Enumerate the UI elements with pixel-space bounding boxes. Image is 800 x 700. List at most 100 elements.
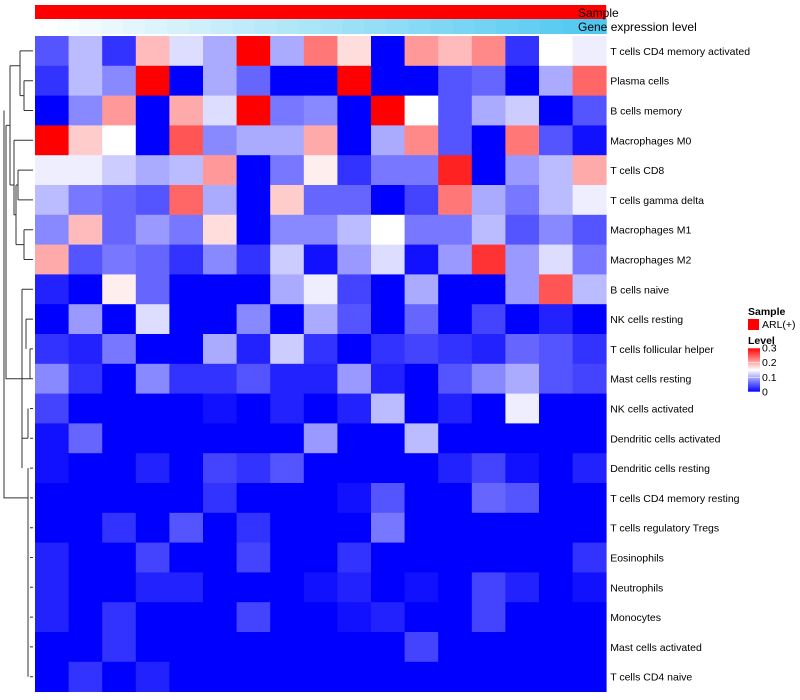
heatmap-cell — [68, 542, 103, 573]
heatmap-cells — [35, 36, 607, 692]
heatmap-cell — [270, 363, 305, 394]
heatmap-cell — [539, 36, 573, 67]
gene-annotation-cell — [474, 19, 497, 34]
heatmap-cell — [539, 393, 573, 424]
heatmap-cell — [371, 125, 405, 156]
heatmap-cell — [572, 214, 607, 245]
heatmap-cell — [337, 334, 372, 365]
heatmap-cell — [68, 572, 103, 603]
heatmap-cell — [236, 512, 271, 543]
heatmap-cell — [169, 423, 204, 454]
heatmap-cell — [438, 36, 473, 67]
heatmap-cell — [169, 602, 204, 633]
heatmap-cell — [35, 512, 69, 543]
heatmap-cell — [270, 334, 305, 365]
row-label: Dendritic cells resting — [610, 463, 710, 475]
heatmap-cell — [371, 423, 405, 454]
heatmap-cell — [471, 36, 506, 67]
heatmap-cell — [404, 423, 439, 454]
heatmap-cell — [203, 363, 237, 394]
heatmap-cell — [337, 632, 372, 663]
heatmap-cell — [236, 453, 271, 484]
heatmap-cell — [438, 483, 473, 514]
row-label: B cells naive — [610, 284, 669, 296]
heatmap-cell — [135, 572, 170, 603]
heatmap-cell — [471, 661, 506, 692]
heatmap-cell — [371, 602, 405, 633]
gene-annotation-cell — [276, 19, 300, 34]
heatmap-cell — [539, 304, 573, 335]
heatmap-cell — [135, 274, 170, 305]
heatmap-cell — [471, 483, 506, 514]
heatmap-cell — [572, 65, 607, 96]
heatmap-cell — [471, 304, 506, 335]
heatmap-cell — [102, 95, 137, 126]
heatmap-cell — [337, 363, 372, 394]
heatmap-cell — [68, 65, 103, 96]
gene-annotation-cell — [254, 19, 278, 34]
heatmap-cell — [404, 334, 439, 365]
heatmap-cell — [505, 602, 540, 633]
gene-annotation-cell — [386, 19, 410, 34]
heatmap-cell — [471, 453, 506, 484]
heatmap-cell — [236, 602, 271, 633]
heatmap-cell — [102, 155, 137, 186]
heatmap-cell — [303, 95, 338, 126]
heatmap-cell — [404, 95, 439, 126]
heatmap-cell — [203, 334, 237, 365]
heatmap-cell — [505, 65, 540, 96]
legend-level-colorbar — [748, 348, 760, 392]
heatmap-cell — [102, 423, 137, 454]
heatmap-cell — [303, 214, 338, 245]
heatmap-cell — [505, 334, 540, 365]
heatmap-cell — [169, 125, 204, 156]
heatmap-cell — [169, 334, 204, 365]
heatmap-cell — [236, 214, 271, 245]
row-label: Neutrophils — [610, 582, 663, 594]
heatmap-cell — [203, 95, 237, 126]
heatmap-cell — [236, 244, 271, 275]
heatmap-cell — [203, 483, 237, 514]
heatmap-cell — [135, 185, 170, 216]
row-label: T cells CD4 naive — [610, 672, 692, 684]
heatmap-cell — [572, 483, 607, 514]
heatmap-cell — [270, 274, 305, 305]
heatmap-cell — [303, 542, 338, 573]
heatmap-cell — [68, 483, 103, 514]
heatmap-cell — [303, 661, 338, 692]
gene-annotation-cell — [496, 19, 519, 34]
gene-annotation-cell — [144, 19, 168, 34]
heatmap-cell — [236, 334, 271, 365]
gene-annotation-cell — [100, 19, 124, 34]
heatmap-cell — [102, 572, 137, 603]
heatmap-cell — [35, 95, 69, 126]
legend-level-ticks: 0.3 0.2 0.1 0 — [748, 343, 777, 399]
heatmap-cell — [371, 65, 405, 96]
heatmap-cell — [471, 602, 506, 633]
heatmap-cell — [505, 453, 540, 484]
heatmap-cell — [169, 185, 204, 216]
heatmap-cell — [102, 274, 137, 305]
heatmap-cell — [203, 274, 237, 305]
heatmap-cell — [438, 602, 473, 633]
heatmap-cell — [572, 423, 607, 454]
heatmap-cell — [404, 661, 439, 692]
heatmap-cell — [35, 155, 69, 186]
heatmap-cell — [572, 393, 607, 424]
heatmap-cell — [68, 155, 103, 186]
row-label: Mast cells resting — [610, 374, 691, 386]
heatmap-cell — [539, 632, 573, 663]
heatmap-cell — [371, 274, 405, 305]
heatmap-cell — [270, 542, 305, 573]
heatmap-cell — [539, 65, 573, 96]
heatmap-cell — [270, 572, 305, 603]
heatmap-cell — [505, 572, 540, 603]
heatmap-cell — [35, 125, 69, 156]
heatmap-cell — [270, 36, 305, 67]
heatmap-cell — [404, 512, 439, 543]
heatmap-cell — [471, 423, 506, 454]
row-label: NK cells resting — [610, 314, 683, 326]
heatmap-cell — [102, 602, 137, 633]
heatmap-cell — [135, 632, 170, 663]
